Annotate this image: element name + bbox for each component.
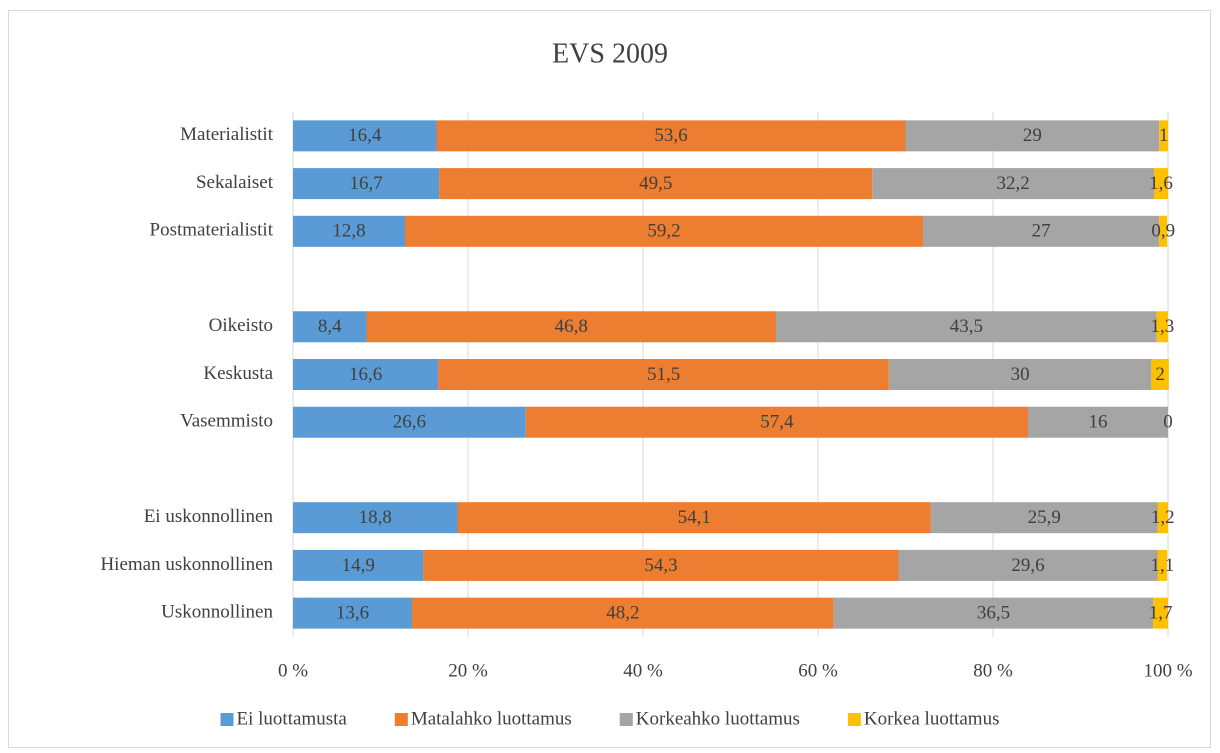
bar-segment	[438, 359, 889, 390]
bar-segment	[930, 502, 1158, 534]
data-label: 1,1	[1150, 555, 1174, 576]
legend-label: Ei luottamusta	[237, 708, 348, 729]
data-label: 1	[1159, 125, 1169, 146]
data-label: 2	[1155, 364, 1165, 385]
bar-segment	[833, 597, 1154, 629]
bar-segment	[1159, 215, 1168, 247]
bar-segment	[1157, 502, 1168, 534]
legend-swatch	[394, 713, 408, 726]
y-tick-label: Oikeisto	[209, 315, 273, 336]
data-label: 1,3	[1150, 316, 1174, 337]
data-label: 26,6	[393, 412, 426, 433]
data-label: 46,8	[555, 316, 588, 337]
x-tick-label: 100 %	[1143, 660, 1192, 681]
y-tick-label: Uskonnollinen	[161, 601, 273, 622]
bar-segment	[436, 120, 906, 152]
bar-segment	[293, 359, 439, 390]
legend-label: Korkeahko luottamus	[636, 708, 800, 729]
data-label: 27	[1032, 221, 1051, 242]
bar-segment	[888, 359, 1152, 390]
data-label: 16,4	[348, 125, 382, 146]
bar-segment	[923, 215, 1160, 247]
bar-segment	[1028, 406, 1168, 438]
data-label: 32,2	[997, 173, 1030, 194]
bar-segment	[423, 549, 899, 581]
bar-segment	[293, 215, 405, 247]
data-label: 0,9	[1151, 221, 1175, 242]
legend-swatch	[220, 713, 234, 726]
bar-segment	[1153, 597, 1168, 629]
data-label: 59,2	[647, 221, 680, 242]
data-label: 49,5	[639, 173, 672, 194]
data-label: 12,8	[332, 221, 365, 242]
chart-title: EVS 2009	[552, 38, 668, 69]
bar-segment	[1156, 311, 1168, 343]
data-label: 1,7	[1149, 602, 1173, 623]
data-label: 53,6	[654, 125, 687, 146]
legend-swatch	[847, 713, 861, 726]
data-label: 43,5	[950, 316, 983, 337]
bar-segment	[293, 406, 526, 438]
x-tick-label: 60 %	[798, 660, 838, 681]
bar-segment	[898, 549, 1158, 581]
data-label: 1,6	[1149, 173, 1173, 194]
bar-segment	[872, 168, 1154, 200]
legend-label: Matalahko luottamus	[411, 708, 572, 729]
data-label: 57,4	[760, 412, 794, 433]
bar-segment	[293, 597, 412, 629]
bar-segment	[405, 215, 923, 247]
data-label: 8,4	[318, 316, 342, 337]
bar-segment	[1154, 168, 1168, 200]
y-tick-label: Materialistit	[180, 124, 274, 145]
data-label: 30	[1011, 364, 1030, 385]
bar-segment	[293, 549, 424, 581]
bar-segment	[905, 120, 1160, 152]
bar-segment	[293, 120, 437, 152]
data-label: 48,2	[606, 602, 639, 623]
bar-segment	[293, 168, 440, 200]
data-label: 54,3	[644, 555, 677, 576]
data-label: 0	[1163, 412, 1173, 433]
bar-segment	[1151, 359, 1169, 390]
data-label: 25,9	[1028, 507, 1061, 528]
y-tick-label: Keskusta	[203, 363, 273, 384]
x-tick-label: 80 %	[973, 660, 1013, 681]
bar-segment	[366, 311, 776, 343]
bar-segment	[293, 311, 367, 343]
data-label: 36,5	[977, 602, 1010, 623]
bar-segment	[525, 406, 1028, 438]
data-label: 1,2	[1151, 507, 1175, 528]
legend-label: Korkea luottamus	[864, 708, 1000, 729]
bar-segment	[776, 311, 1157, 343]
x-tick-label: 20 %	[448, 660, 488, 681]
bar-segment	[1159, 120, 1168, 152]
data-label: 16,7	[349, 173, 382, 194]
x-tick-label: 0 %	[278, 660, 308, 681]
data-label: 16,6	[349, 364, 382, 385]
legend-swatch	[619, 713, 633, 726]
bar-segment	[293, 502, 458, 534]
y-tick-label: Postmaterialistit	[150, 220, 274, 241]
y-tick-label: Hieman uskonnollinen	[100, 554, 273, 575]
bar-segment	[439, 168, 873, 200]
bar-segment	[412, 597, 834, 629]
bar-segment	[1157, 549, 1168, 581]
y-tick-label: Sekalaiset	[196, 172, 274, 193]
y-tick-label: Vasemmisto	[180, 411, 273, 432]
y-tick-label: Ei uskonnollinen	[144, 506, 274, 527]
data-label: 29	[1023, 125, 1042, 146]
bar-segment	[457, 502, 931, 534]
data-label: 16	[1089, 412, 1108, 433]
data-label: 54,1	[678, 507, 711, 528]
data-label: 13,6	[336, 602, 369, 623]
x-tick-label: 40 %	[623, 660, 663, 681]
data-label: 14,9	[342, 555, 375, 576]
data-label: 29,6	[1011, 555, 1044, 576]
data-label: 51,5	[647, 364, 680, 385]
data-label: 18,8	[359, 507, 392, 528]
